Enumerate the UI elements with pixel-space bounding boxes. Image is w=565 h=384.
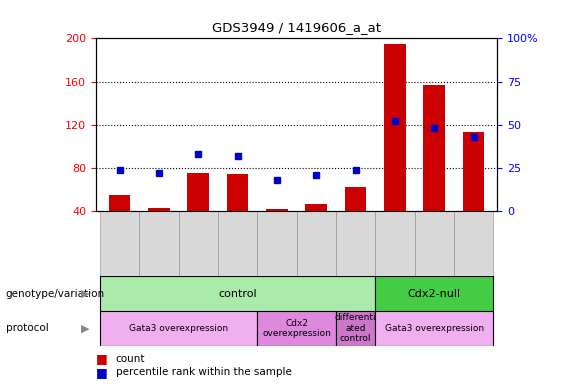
Bar	[266, 209, 288, 254]
Bar	[188, 174, 209, 254]
Text: Gata3 overexpression: Gata3 overexpression	[129, 324, 228, 333]
Bar	[375, 276, 493, 311]
Bar	[345, 187, 367, 254]
Text: percentile rank within the sample: percentile rank within the sample	[116, 367, 292, 377]
Bar	[415, 211, 454, 276]
Text: ■: ■	[96, 353, 108, 366]
Bar	[148, 208, 170, 254]
Text: ▶: ▶	[80, 289, 89, 299]
Bar	[100, 311, 257, 346]
Bar	[257, 211, 297, 276]
Bar	[336, 211, 375, 276]
Bar	[100, 211, 140, 276]
Text: protocol: protocol	[6, 323, 49, 333]
Text: ▶: ▶	[80, 323, 89, 333]
Title: GDS3949 / 1419606_a_at: GDS3949 / 1419606_a_at	[212, 22, 381, 35]
Text: count: count	[116, 354, 145, 364]
Bar	[100, 276, 375, 311]
Bar	[463, 132, 484, 254]
Bar	[375, 311, 493, 346]
Bar	[218, 211, 257, 276]
Text: control: control	[218, 289, 257, 299]
Bar	[257, 311, 336, 346]
Bar	[306, 204, 327, 254]
Bar	[227, 174, 249, 254]
Bar	[109, 195, 131, 254]
Text: Cdx2
overexpression: Cdx2 overexpression	[262, 319, 331, 338]
Text: ■: ■	[96, 366, 108, 379]
Bar	[454, 211, 493, 276]
Bar	[384, 44, 406, 254]
Bar	[375, 211, 415, 276]
Text: Gata3 overexpression: Gata3 overexpression	[385, 324, 484, 333]
Text: differenti
ated
control: differenti ated control	[335, 313, 376, 343]
Bar	[140, 211, 179, 276]
Text: Cdx2-null: Cdx2-null	[408, 289, 461, 299]
Bar	[179, 211, 218, 276]
Bar	[423, 85, 445, 254]
Bar	[297, 211, 336, 276]
Bar	[336, 311, 375, 346]
Text: genotype/variation: genotype/variation	[6, 289, 105, 299]
